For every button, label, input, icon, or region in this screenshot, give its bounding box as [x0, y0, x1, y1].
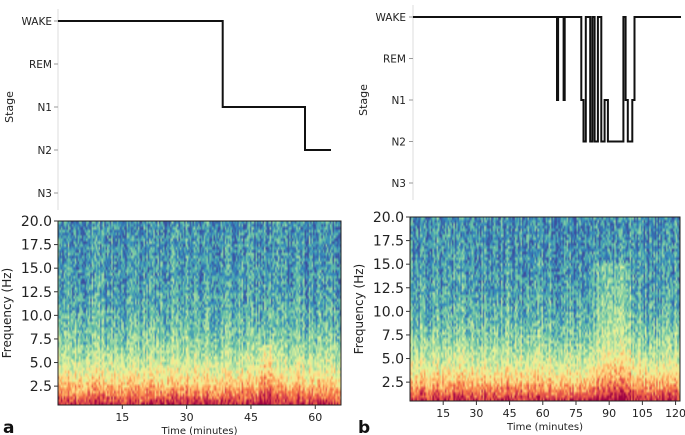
ytick-label: 10.0: [373, 304, 404, 320]
ytick-label: 2.5: [382, 375, 404, 391]
hypnogram-line: [413, 16, 681, 143]
xtick-label: 60: [308, 411, 322, 424]
spectrogram-frame: [57, 220, 342, 406]
spectrogram-ylabel: Frequency (Hz): [0, 268, 14, 359]
hypnogram: WAKE REM N1 N2 N3 Stage: [357, 5, 681, 200]
panel-letter-a: a: [3, 418, 14, 435]
xtick-label: 90: [602, 407, 616, 420]
stage-label-n1: N1: [37, 102, 52, 114]
stage-label-n2: N2: [391, 137, 406, 149]
panel-b: WAKE REM N1 N2 N3 Stage 20.0 17.5 15.0 12.5 10.0 7.…: [352, 5, 685, 435]
ytick-label: 5.0: [382, 352, 404, 368]
xtick-label: 30: [180, 411, 194, 424]
stage-label-n2: N2: [37, 145, 52, 157]
xtick-label: 120: [665, 407, 685, 420]
stage-label-n3: N3: [37, 188, 52, 200]
spectrogram: 20.0 17.5 15.0 12.5 10.0 7.5 5.0 2.5 Frequency (…: [352, 210, 685, 433]
ytick-label: 20.0: [21, 214, 52, 230]
hypnogram-ylabel: Stage: [357, 84, 370, 116]
ytick-label: 20.0: [373, 210, 404, 226]
stage-label-rem: REM: [29, 59, 52, 71]
stage-label-wake: WAKE: [375, 12, 406, 24]
ytick-label: 5.0: [30, 356, 52, 372]
stage-label-n3: N3: [391, 178, 406, 190]
spectrogram-ylabel: Frequency (Hz): [352, 264, 366, 355]
ytick-label: 15.0: [373, 257, 404, 273]
xtick-label: 105: [632, 407, 653, 420]
ytick-label: 10.0: [21, 308, 52, 324]
stage-label-rem: REM: [383, 54, 406, 66]
ytick-label: 17.5: [21, 238, 52, 254]
ytick-label: 7.5: [382, 328, 404, 344]
spectrogram-xlabel: Time (minutes): [506, 422, 583, 433]
hypnogram-ylabel: Stage: [3, 91, 16, 123]
ytick-label: 15.0: [21, 261, 52, 277]
ytick-label: 12.5: [373, 281, 404, 297]
xtick-label: 30: [469, 407, 483, 420]
stage-label-wake: WAKE: [21, 16, 52, 28]
xtick-label: 45: [244, 411, 258, 424]
xtick-label: 15: [436, 407, 450, 420]
spectrogram: 20.0 17.5 15.0 12.5 10.0 7.5 5.0 2.5 Frequency (…: [0, 214, 342, 435]
ytick-label: 17.5: [373, 234, 404, 250]
xtick-label: 45: [503, 407, 517, 420]
xtick-label: 75: [569, 407, 583, 420]
hypnogram: WAKE REM N1 N2 N3 Stage: [3, 9, 331, 210]
ytick-label: 2.5: [30, 379, 52, 395]
spectrogram-heatmap: [410, 217, 680, 401]
spectrogram-frame: [409, 216, 681, 402]
xtick-label: 15: [115, 411, 129, 424]
panel-letter-b: b: [358, 418, 370, 435]
ytick-label: 12.5: [21, 285, 52, 301]
stage-label-n1: N1: [391, 95, 406, 107]
spectrogram-heatmap: [58, 221, 341, 405]
panel-a: WAKE REM N1 N2 N3 Stage 20.0 17.5 15.0 12.5 10.0 7.…: [0, 9, 342, 435]
hypnogram-line: [58, 20, 331, 151]
xtick-label: 60: [536, 407, 550, 420]
spectrogram-xlabel: Time (minutes): [161, 426, 238, 435]
ytick-label: 7.5: [30, 332, 52, 348]
